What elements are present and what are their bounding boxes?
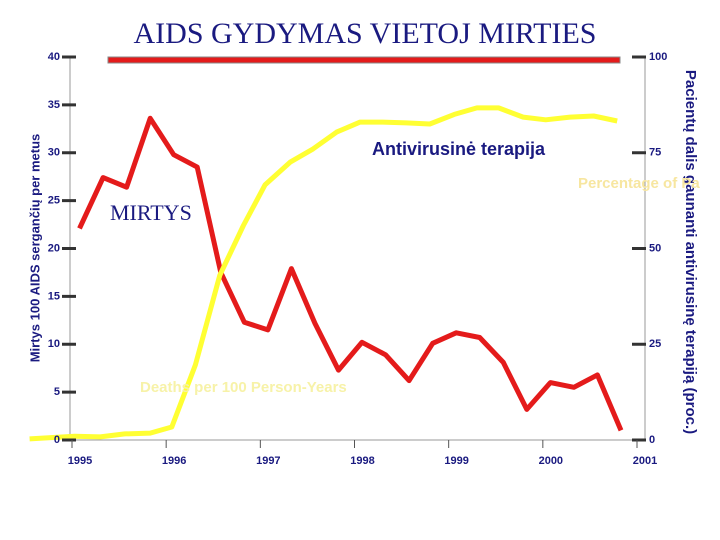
x-tick-label: 2001 xyxy=(633,455,657,467)
x-tick-label: 1997 xyxy=(256,455,280,467)
y2-axis-label: Pacientų dalis gaunanti antivirusinę ter… xyxy=(682,70,699,434)
line-series xyxy=(77,115,624,432)
line-series xyxy=(29,105,618,442)
plot xyxy=(29,105,624,442)
y2-tick-label: 50 xyxy=(649,242,661,254)
annotation: Percentage of Pa xyxy=(578,175,700,192)
x-tick-label: 1998 xyxy=(350,455,374,467)
y-tick-label: 5 xyxy=(54,386,60,398)
y2-tick-label: 100 xyxy=(649,51,667,63)
y-tick-label: 15 xyxy=(48,290,60,302)
x-tick-label: 1995 xyxy=(68,455,92,467)
x-tick-label: 1999 xyxy=(444,455,468,467)
chart-title: AIDS GYDYMAS VIETOJ MIRTIES xyxy=(134,17,597,50)
y-tick-label: 30 xyxy=(48,147,60,159)
y-tick-label: 10 xyxy=(48,338,60,350)
y2-tick-label: 75 xyxy=(649,147,661,159)
y-tick-label: 0 xyxy=(54,434,60,446)
y-axis-label: Mirtys 100 AIDS sergančių per metus xyxy=(27,134,42,363)
y-tick-label: 25 xyxy=(48,195,60,207)
annotation: MIRTYS xyxy=(110,200,192,225)
x-tick-label: 2000 xyxy=(539,455,563,467)
y2-tick-label: 0 xyxy=(649,434,655,446)
annotation: Antivirusinė terapija xyxy=(372,139,546,159)
title-underline xyxy=(107,56,621,64)
y-tick-label: 40 xyxy=(48,51,60,63)
y-tick-label: 20 xyxy=(48,242,60,254)
y-tick-label: 35 xyxy=(48,99,60,111)
x-tick-label: 1996 xyxy=(162,455,186,467)
annotation: Deaths per 100 Person-Years xyxy=(140,379,347,396)
y2-tick-label: 25 xyxy=(649,338,661,350)
